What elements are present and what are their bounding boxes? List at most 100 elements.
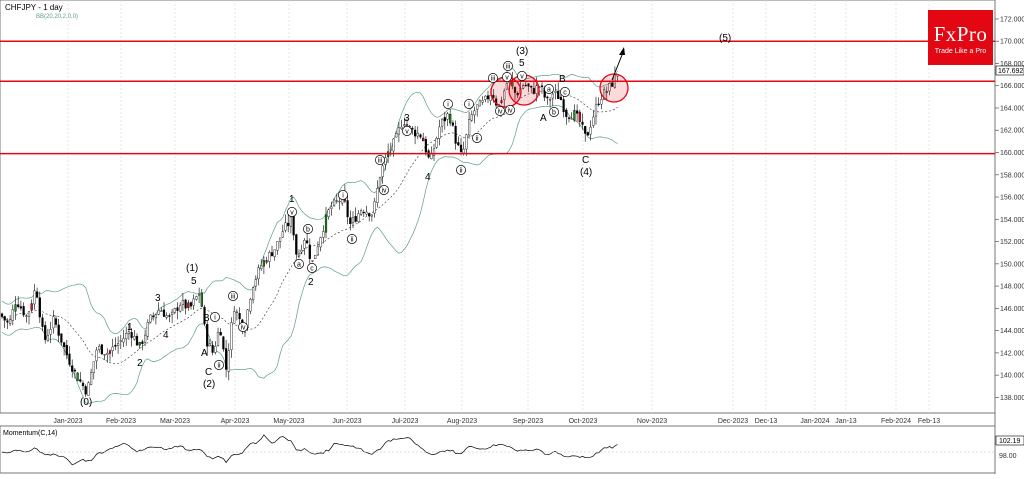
candle-body [130,332,133,338]
candle [443,111,446,130]
svg-text:c: c [310,266,314,273]
candle [127,323,130,340]
candle [92,361,95,380]
candle [184,298,187,315]
y-tick-label: 166.000 [1000,83,1024,90]
candle-body [176,307,179,311]
wave-label: 1 [127,322,133,333]
svg-text:ii: ii [475,136,479,143]
candle-body [76,372,79,382]
svg-text:i: i [447,102,449,109]
candle-body [289,216,292,227]
momentum-title: Momentum(C,14) [3,430,57,437]
candle-body [89,372,93,385]
candle-body [459,144,463,152]
candle-body [300,249,303,253]
svg-text:a: a [547,87,551,94]
candle [152,312,155,321]
wave-label: C [205,367,212,378]
candle-body [581,121,584,125]
candle-body [608,83,611,92]
candle-body [368,213,371,217]
candle-body [446,113,449,120]
candle [303,238,306,255]
candle [17,296,20,309]
candle [349,210,352,231]
svg-text:iii: iii [491,76,496,83]
candle [335,193,338,204]
candle [316,241,319,257]
x-tick-label: Feb-2023 [106,418,136,425]
candle [370,214,373,222]
subwave-marker: c [560,87,570,97]
candle-body [30,303,33,311]
current-price-label: 167.692 [998,68,1023,75]
candle-body [592,116,595,126]
candle-body [19,306,22,309]
y-tick-label: 154.000 [1000,217,1024,224]
candle-body [441,118,444,127]
candle [422,132,425,142]
candle-body [500,100,503,103]
candle-body [251,287,255,301]
candle [486,90,490,104]
candle-body [87,382,90,396]
candle-body [98,346,101,350]
candle-body [135,335,139,346]
candle [173,307,176,315]
candle-body [33,290,36,305]
candle-body [470,114,473,121]
candle-body [249,298,252,312]
brand-logo: FxPro Trade Like a Pro [928,10,993,65]
candle-body [381,165,384,177]
candle-body [273,249,276,257]
y-tick-label: 150.000 [1000,261,1024,268]
candle-body [222,336,225,350]
candle-body [414,129,417,137]
candle [219,328,222,336]
candle-body [206,324,209,347]
candle [516,91,519,98]
candle-body [400,126,403,129]
candle-body [162,309,166,317]
candle [52,310,55,334]
candle [565,107,568,125]
candle [81,380,85,391]
candle-body [449,114,452,124]
candle-body [570,118,573,120]
subwave-marker: v [287,207,297,217]
subwave-marker: iv [505,105,515,115]
candle-body [416,132,419,137]
candle-body [611,82,614,87]
candle [3,315,6,329]
candle [141,339,144,351]
candle [63,341,66,356]
candle [530,85,533,93]
candle [376,180,379,208]
wave-label: (1) [186,263,198,274]
y-tick-label: 146.000 [1000,306,1024,313]
candle [300,244,303,255]
candle [330,201,333,216]
candle-body [268,252,271,262]
y-tick-label: 164.000 [1000,105,1024,112]
candle-body [330,206,333,209]
candle-body [157,310,160,315]
candle [357,210,360,224]
candle [84,384,87,397]
candle [270,245,274,257]
candle-body [349,217,352,225]
candle-body [27,311,31,317]
candle-body [360,210,363,215]
candle [405,118,409,126]
candle [611,81,614,88]
candle-body [63,342,66,347]
y-tick-label: 152.000 [1000,239,1024,246]
x-tick-label: Apr-2023 [221,418,250,425]
candle [500,96,503,105]
upper-band-line [1,67,618,334]
y-tick-label: 168.000 [1000,61,1024,68]
candle [567,116,571,123]
candle [354,207,357,223]
